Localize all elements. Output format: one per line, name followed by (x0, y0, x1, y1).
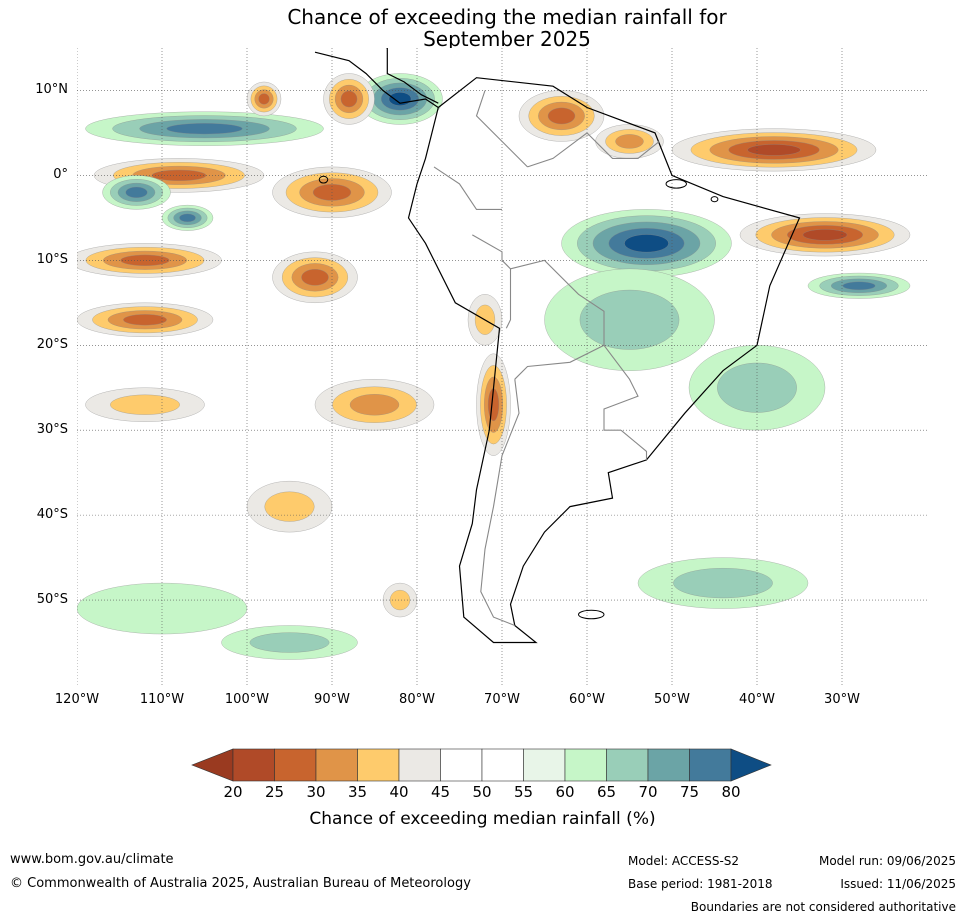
anomaly-region-21 (110, 394, 180, 415)
latitude-label: 50°S (36, 592, 68, 608)
anomaly-region-6 (615, 134, 644, 149)
latitude-label: 10°S (36, 252, 68, 268)
colorbar-tick-label: 20 (223, 783, 243, 801)
anomaly-region-13 (802, 229, 848, 241)
country-border (501, 259, 512, 329)
model-run-date: Model run: 09/06/2025 (818, 854, 956, 868)
anomaly-region-11 (179, 213, 196, 223)
anomaly-region-25 (673, 568, 773, 599)
anomaly-region-4 (258, 93, 270, 105)
country-border (480, 379, 520, 627)
anomaly-region-14 (120, 254, 170, 266)
colorbar-tick-label: 70 (638, 783, 658, 801)
anomaly-region-5 (547, 107, 576, 125)
colorbar-segment (606, 748, 649, 782)
longitude-label: 40°W (739, 692, 775, 707)
colorbar-segment (564, 748, 607, 782)
longitude-label: 120°W (54, 692, 100, 707)
anomaly-region-28 (389, 590, 411, 611)
longitude-label: 110°W (139, 692, 185, 707)
country-border (603, 344, 639, 431)
island (665, 179, 687, 189)
boundaries-disclaimer: Boundaries are not considered authoritat… (690, 900, 956, 914)
latitude-label: 10°N (35, 82, 68, 98)
anomaly-region-15 (301, 269, 329, 286)
colorbar-tick-label: 25 (264, 783, 285, 801)
latitude-label: 30°S (36, 422, 68, 438)
colorbar-tick-label: 60 (555, 783, 575, 801)
colorbar-segment (689, 748, 732, 782)
anomaly-region-26 (77, 582, 248, 635)
central-america-caribbean-coast (385, 48, 439, 104)
anomaly-region-1 (166, 123, 243, 135)
colorbar-tick-label: 50 (472, 783, 492, 801)
anomaly-region-17 (123, 314, 167, 326)
island (710, 196, 719, 203)
country-border (433, 166, 502, 210)
colorbar-segment (523, 748, 566, 782)
anomaly-region-12 (624, 234, 669, 253)
colorbar-segment (398, 748, 441, 782)
rainfall-map (77, 48, 927, 685)
issued-date: Issued: 11/06/2025 (840, 877, 956, 891)
colorbar-segment (315, 748, 358, 782)
longitude-label: 100°W (224, 692, 270, 707)
country-border (586, 132, 660, 159)
longitude-label: 50°W (654, 692, 690, 707)
south-america-coastline (407, 77, 801, 644)
colorbar-upper-arrow (730, 748, 772, 782)
colorbar-segment (357, 748, 400, 782)
model-name: Model: ACCESS-S2 (628, 854, 740, 868)
title-line-1: Chance of exceeding the median rainfall … (287, 5, 727, 29)
longitude-label: 60°W (569, 692, 605, 707)
anomaly-region-22 (264, 491, 315, 522)
title-line-2: September 2025 (423, 27, 591, 51)
longitude-label: 80°W (399, 692, 435, 707)
colorbar-tick-label: 45 (430, 783, 451, 801)
colorbar-label: Chance of exceeding median rainfall (%) (309, 809, 656, 829)
longitude-label: 70°W (484, 692, 520, 707)
copyright-notice: © Commonwealth of Australia 2025, Austra… (10, 876, 471, 891)
map-canvas (77, 48, 927, 685)
country-border (475, 90, 528, 168)
anomaly-region-7 (747, 144, 801, 156)
longitude-label: 30°W (824, 692, 860, 707)
central-america-pacific-coast (314, 51, 439, 108)
anomaly-region-20 (349, 394, 400, 416)
website-url: www.bom.gov.au/climate (10, 852, 174, 867)
island (318, 175, 329, 184)
anomaly-region-16 (842, 281, 876, 291)
colorbar (191, 748, 772, 782)
country-border (510, 259, 605, 380)
graticule (77, 48, 927, 685)
colorbar-segment (481, 748, 524, 782)
latitude-label: 40°S (36, 507, 68, 523)
colorbar-segment (274, 748, 317, 782)
colorbar-tick-label: 80 (721, 783, 741, 801)
anomaly-region-27 (249, 632, 330, 653)
anomaly-region-10 (125, 186, 148, 198)
country-border (620, 429, 648, 460)
colorbar-tick-label: 35 (347, 783, 368, 801)
island (578, 609, 605, 620)
colorbar-lower-arrow (191, 748, 234, 782)
longitude-label: 90°W (314, 692, 350, 707)
country-border (527, 132, 588, 168)
colorbar-tick-label: 30 (306, 783, 326, 801)
country-border (472, 234, 503, 261)
colorbar-segment (232, 748, 275, 782)
anomaly-region-23 (579, 289, 680, 350)
colorbar-segment (440, 748, 483, 782)
latitude-label: 0° (53, 167, 68, 183)
anomaly-region-3 (340, 90, 358, 108)
colorbar-tick-label: 55 (513, 783, 534, 801)
colorbar-tick-label: 65 (596, 783, 617, 801)
colorbar-tick-label: 75 (679, 783, 700, 801)
latitude-label: 20°S (36, 337, 68, 353)
colorbar-segment (647, 748, 690, 782)
colorbar-tick-label: 40 (389, 783, 409, 801)
base-period: Base period: 1981-2018 (628, 877, 773, 891)
